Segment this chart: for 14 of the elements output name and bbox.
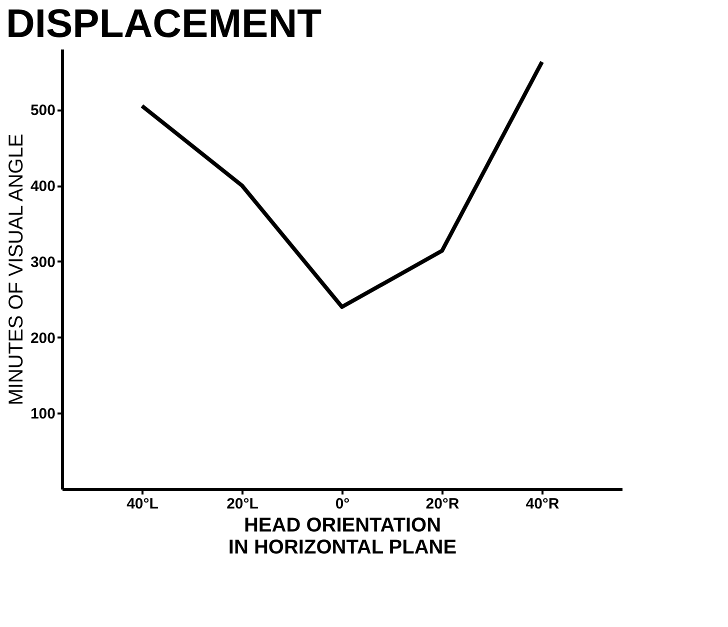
line-series	[140, 60, 544, 309]
y-tick-label: 400	[30, 178, 56, 196]
x-tick-label: 20°R	[426, 496, 460, 512]
y-tick-label: 500	[30, 102, 56, 120]
chart-title: DISPLACEMENT	[6, 2, 322, 46]
y-axis-title: MINUTES OF VISUAL ANGLE	[5, 134, 28, 406]
y-tick-label: 300	[30, 254, 56, 271]
x-tick-label: 40°L	[126, 496, 158, 512]
y-tick-label: 200	[30, 330, 56, 347]
x-axis-title: HEAD ORIENTATION IN HORIZONTAL PLANE	[228, 514, 457, 558]
x-tick-label: 20°L	[226, 496, 258, 512]
x-tick-label: 40°R	[526, 496, 560, 512]
y-tick-label: 100	[30, 406, 56, 423]
x-tick-label: 0°	[335, 496, 350, 512]
